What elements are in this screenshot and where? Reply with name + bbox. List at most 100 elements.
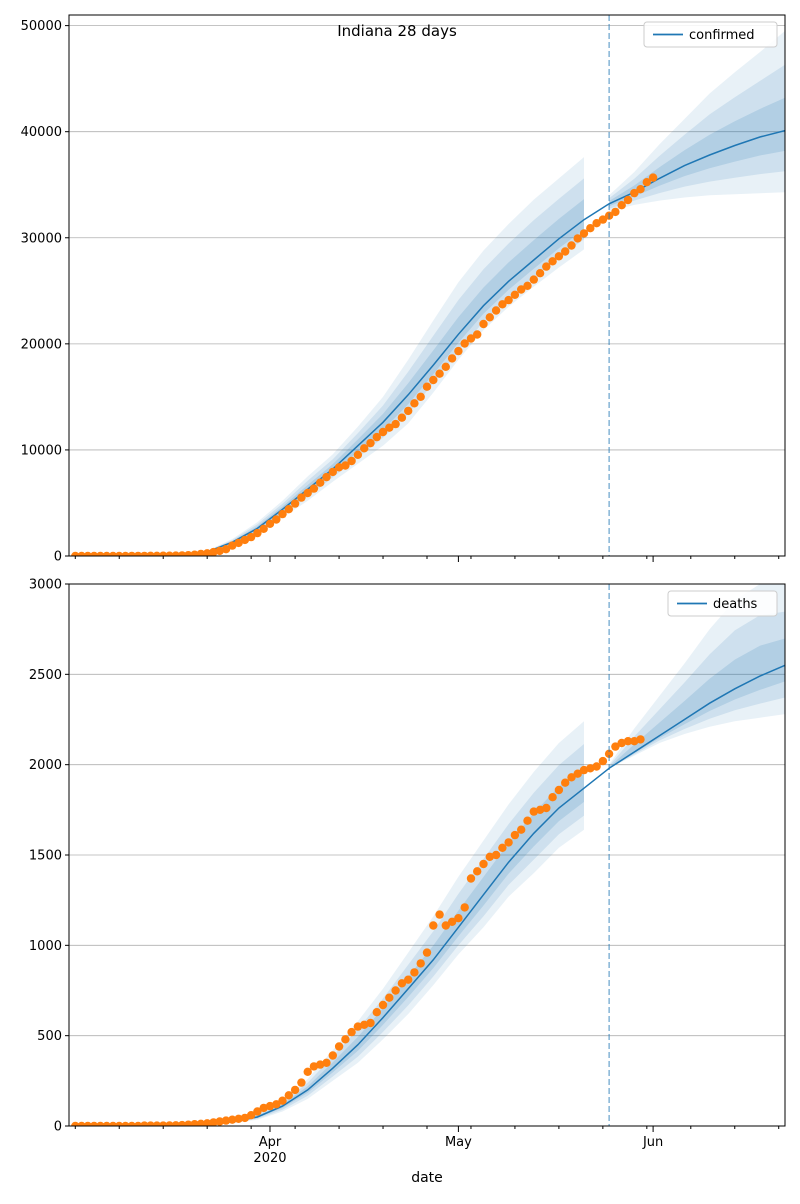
observed-point xyxy=(290,499,300,508)
observed-point xyxy=(567,241,576,250)
observed-point xyxy=(121,1121,130,1126)
observed-point xyxy=(554,785,564,795)
observed-point xyxy=(460,339,469,348)
observed-point xyxy=(159,1121,168,1126)
observed-point xyxy=(284,505,293,514)
y-tick-label: 0 xyxy=(54,1120,62,1135)
observed-point xyxy=(410,399,419,408)
observed-point xyxy=(77,1121,86,1126)
observed-point xyxy=(391,986,400,995)
x-axis-label: date xyxy=(411,1170,443,1186)
observed-point xyxy=(598,215,608,224)
observed-point xyxy=(221,545,231,554)
observed-point xyxy=(341,461,350,470)
axes-frame xyxy=(68,14,786,557)
x-tick-label: May xyxy=(445,1135,472,1150)
uncertainty-band-forecast xyxy=(609,584,785,769)
observed-point xyxy=(579,229,589,238)
series-line-deaths xyxy=(207,664,785,1125)
observed-point xyxy=(228,1115,237,1124)
observed-point xyxy=(523,281,532,290)
observed-point xyxy=(203,1119,212,1126)
observed-point xyxy=(592,219,601,228)
observed-point xyxy=(272,1100,281,1109)
observed-point xyxy=(535,269,545,278)
observed-point xyxy=(71,1121,80,1126)
observed-point xyxy=(498,300,507,309)
y-tick-label: 10000 xyxy=(21,443,62,458)
observed-point xyxy=(234,538,243,548)
observed-point xyxy=(278,1096,287,1105)
observed-point xyxy=(366,1018,375,1028)
observed-point xyxy=(485,852,494,861)
observed-point xyxy=(561,247,570,256)
y-tick-label: 50000 xyxy=(21,19,62,34)
observed-point xyxy=(435,910,444,919)
observed-point xyxy=(548,793,557,802)
observed-point xyxy=(190,550,199,556)
observed-point xyxy=(510,830,520,840)
observed-point xyxy=(429,921,438,930)
observed-point xyxy=(322,1058,331,1068)
observed-point xyxy=(152,551,162,556)
observed-point xyxy=(548,257,557,266)
observed-point xyxy=(347,1027,356,1037)
observed-point xyxy=(284,1091,293,1100)
observed-point xyxy=(127,1121,136,1126)
uncertainty-band-fit xyxy=(207,157,584,553)
observed-point xyxy=(630,188,639,198)
observed-point xyxy=(322,472,331,482)
observed-point xyxy=(441,362,450,371)
observed-point xyxy=(171,551,180,556)
uncertainty-band-fit xyxy=(207,766,584,1125)
observed-point xyxy=(460,903,469,912)
observed-point xyxy=(360,1020,369,1029)
observed-point xyxy=(372,432,381,442)
observed-point xyxy=(108,551,118,556)
uncertainty-band-fit xyxy=(207,178,584,553)
observed-point xyxy=(378,1000,388,1010)
observed-point xyxy=(517,285,526,294)
observed-point xyxy=(215,1117,224,1126)
legend-label: confirmed xyxy=(689,28,755,43)
observed-point xyxy=(215,546,224,556)
observed-point xyxy=(397,413,407,422)
observed-point xyxy=(611,207,620,217)
observed-point xyxy=(133,551,143,556)
observed-point xyxy=(604,749,614,758)
observed-point xyxy=(303,1067,312,1077)
legend-box xyxy=(643,21,778,48)
y-tick-label: 2000 xyxy=(29,758,62,773)
y-tick-label: 2500 xyxy=(29,668,62,683)
uncertainty-band-forecast xyxy=(609,30,785,212)
y-tick-label: 40000 xyxy=(21,125,62,140)
observed-point xyxy=(416,959,425,968)
observed-point xyxy=(328,467,337,477)
plot-area xyxy=(71,30,785,556)
observed-point xyxy=(290,1085,300,1095)
uncertainty-band-forecast xyxy=(609,638,785,769)
observed-point xyxy=(422,382,432,391)
observed-point xyxy=(146,1121,155,1126)
uncertainty-band-forecast xyxy=(609,611,785,769)
observed-point xyxy=(234,1114,243,1124)
observed-point xyxy=(542,262,551,271)
observed-point xyxy=(334,463,344,472)
observed-point xyxy=(592,762,601,771)
observed-point xyxy=(347,456,356,466)
y-tick-label: 0 xyxy=(54,550,62,565)
observed-point xyxy=(447,917,457,926)
observed-point xyxy=(246,1111,256,1120)
chart-title: Indiana 28 days xyxy=(337,22,457,40)
observed-point xyxy=(265,1101,275,1111)
observed-point xyxy=(542,803,551,813)
uncertainty-band-fit xyxy=(207,199,584,553)
observed-point xyxy=(89,1121,99,1126)
observed-point xyxy=(479,319,488,329)
observed-point xyxy=(454,914,463,923)
observed-point xyxy=(102,1121,111,1126)
observed-point xyxy=(586,764,595,773)
legend-label: deaths xyxy=(713,597,758,612)
observed-point xyxy=(146,551,155,556)
